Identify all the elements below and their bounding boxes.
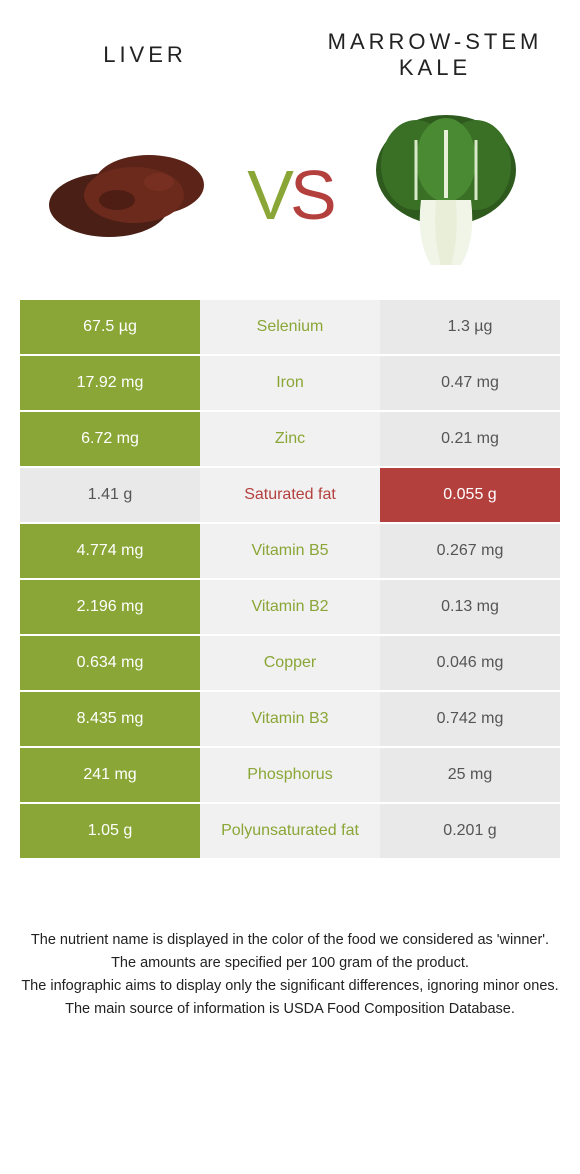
table-row: 241 mgPhosphorus25 mg [20,748,560,804]
table-row: 2.196 mgVitamin B20.13 mg [20,580,560,636]
kale-image [343,110,550,280]
left-food-title: LIVER [0,0,290,110]
liver-icon [39,130,229,260]
footer-line-1: The nutrient name is displayed in the co… [20,930,560,951]
vs-s-letter: S [290,156,333,234]
nutrient-name-cell: Selenium [200,300,380,354]
right-value-cell: 0.47 mg [380,356,560,410]
header-row: LIVER MARROW-STEM KALE [0,0,580,110]
nutrient-name-cell: Vitamin B2 [200,580,380,634]
right-food-title: MARROW-STEM KALE [290,0,580,110]
nutrient-name-cell: Vitamin B5 [200,524,380,578]
right-value-cell: 0.046 mg [380,636,560,690]
right-value-cell: 25 mg [380,748,560,802]
right-value-cell: 0.267 mg [380,524,560,578]
left-value-cell: 1.05 g [20,804,200,858]
left-value-cell: 1.41 g [20,468,200,522]
left-value-cell: 67.5 µg [20,300,200,354]
right-value-cell: 0.13 mg [380,580,560,634]
left-value-cell: 17.92 mg [20,356,200,410]
table-row: 17.92 mgIron0.47 mg [20,356,560,412]
table-row: 8.435 mgVitamin B30.742 mg [20,692,560,748]
table-row: 6.72 mgZinc0.21 mg [20,412,560,468]
table-row: 67.5 µgSelenium1.3 µg [20,300,560,356]
table-row: 1.05 gPolyunsaturated fat0.201 g [20,804,560,860]
liver-image [30,110,237,280]
table-row: 4.774 mgVitamin B50.267 mg [20,524,560,580]
table-row: 1.41 gSaturated fat0.055 g [20,468,560,524]
right-value-cell: 1.3 µg [380,300,560,354]
nutrient-name-cell: Copper [200,636,380,690]
right-value-cell: 0.201 g [380,804,560,858]
left-value-cell: 8.435 mg [20,692,200,746]
nutrient-name-cell: Iron [200,356,380,410]
vs-v-letter: V [247,156,290,234]
right-value-cell: 0.21 mg [380,412,560,466]
footer-line-2: The amounts are specified per 100 gram o… [20,953,560,974]
kale-icon [361,110,531,280]
nutrient-name-cell: Polyunsaturated fat [200,804,380,858]
left-value-cell: 2.196 mg [20,580,200,634]
footer-notes: The nutrient name is displayed in the co… [20,930,560,1020]
left-value-cell: 241 mg [20,748,200,802]
left-value-cell: 0.634 mg [20,636,200,690]
nutrient-table: 67.5 µgSelenium1.3 µg17.92 mgIron0.47 mg… [20,300,560,860]
vs-label: VS [247,160,332,230]
right-value-cell: 0.742 mg [380,692,560,746]
nutrient-name-cell: Phosphorus [200,748,380,802]
table-row: 0.634 mgCopper0.046 mg [20,636,560,692]
right-value-cell: 0.055 g [380,468,560,522]
nutrient-name-cell: Zinc [200,412,380,466]
nutrient-name-cell: Vitamin B3 [200,692,380,746]
left-value-cell: 6.72 mg [20,412,200,466]
left-value-cell: 4.774 mg [20,524,200,578]
footer-line-3: The infographic aims to display only the… [20,976,560,997]
nutrient-name-cell: Saturated fat [200,468,380,522]
footer-line-4: The main source of information is USDA F… [20,999,560,1020]
images-row: VS [0,110,580,300]
